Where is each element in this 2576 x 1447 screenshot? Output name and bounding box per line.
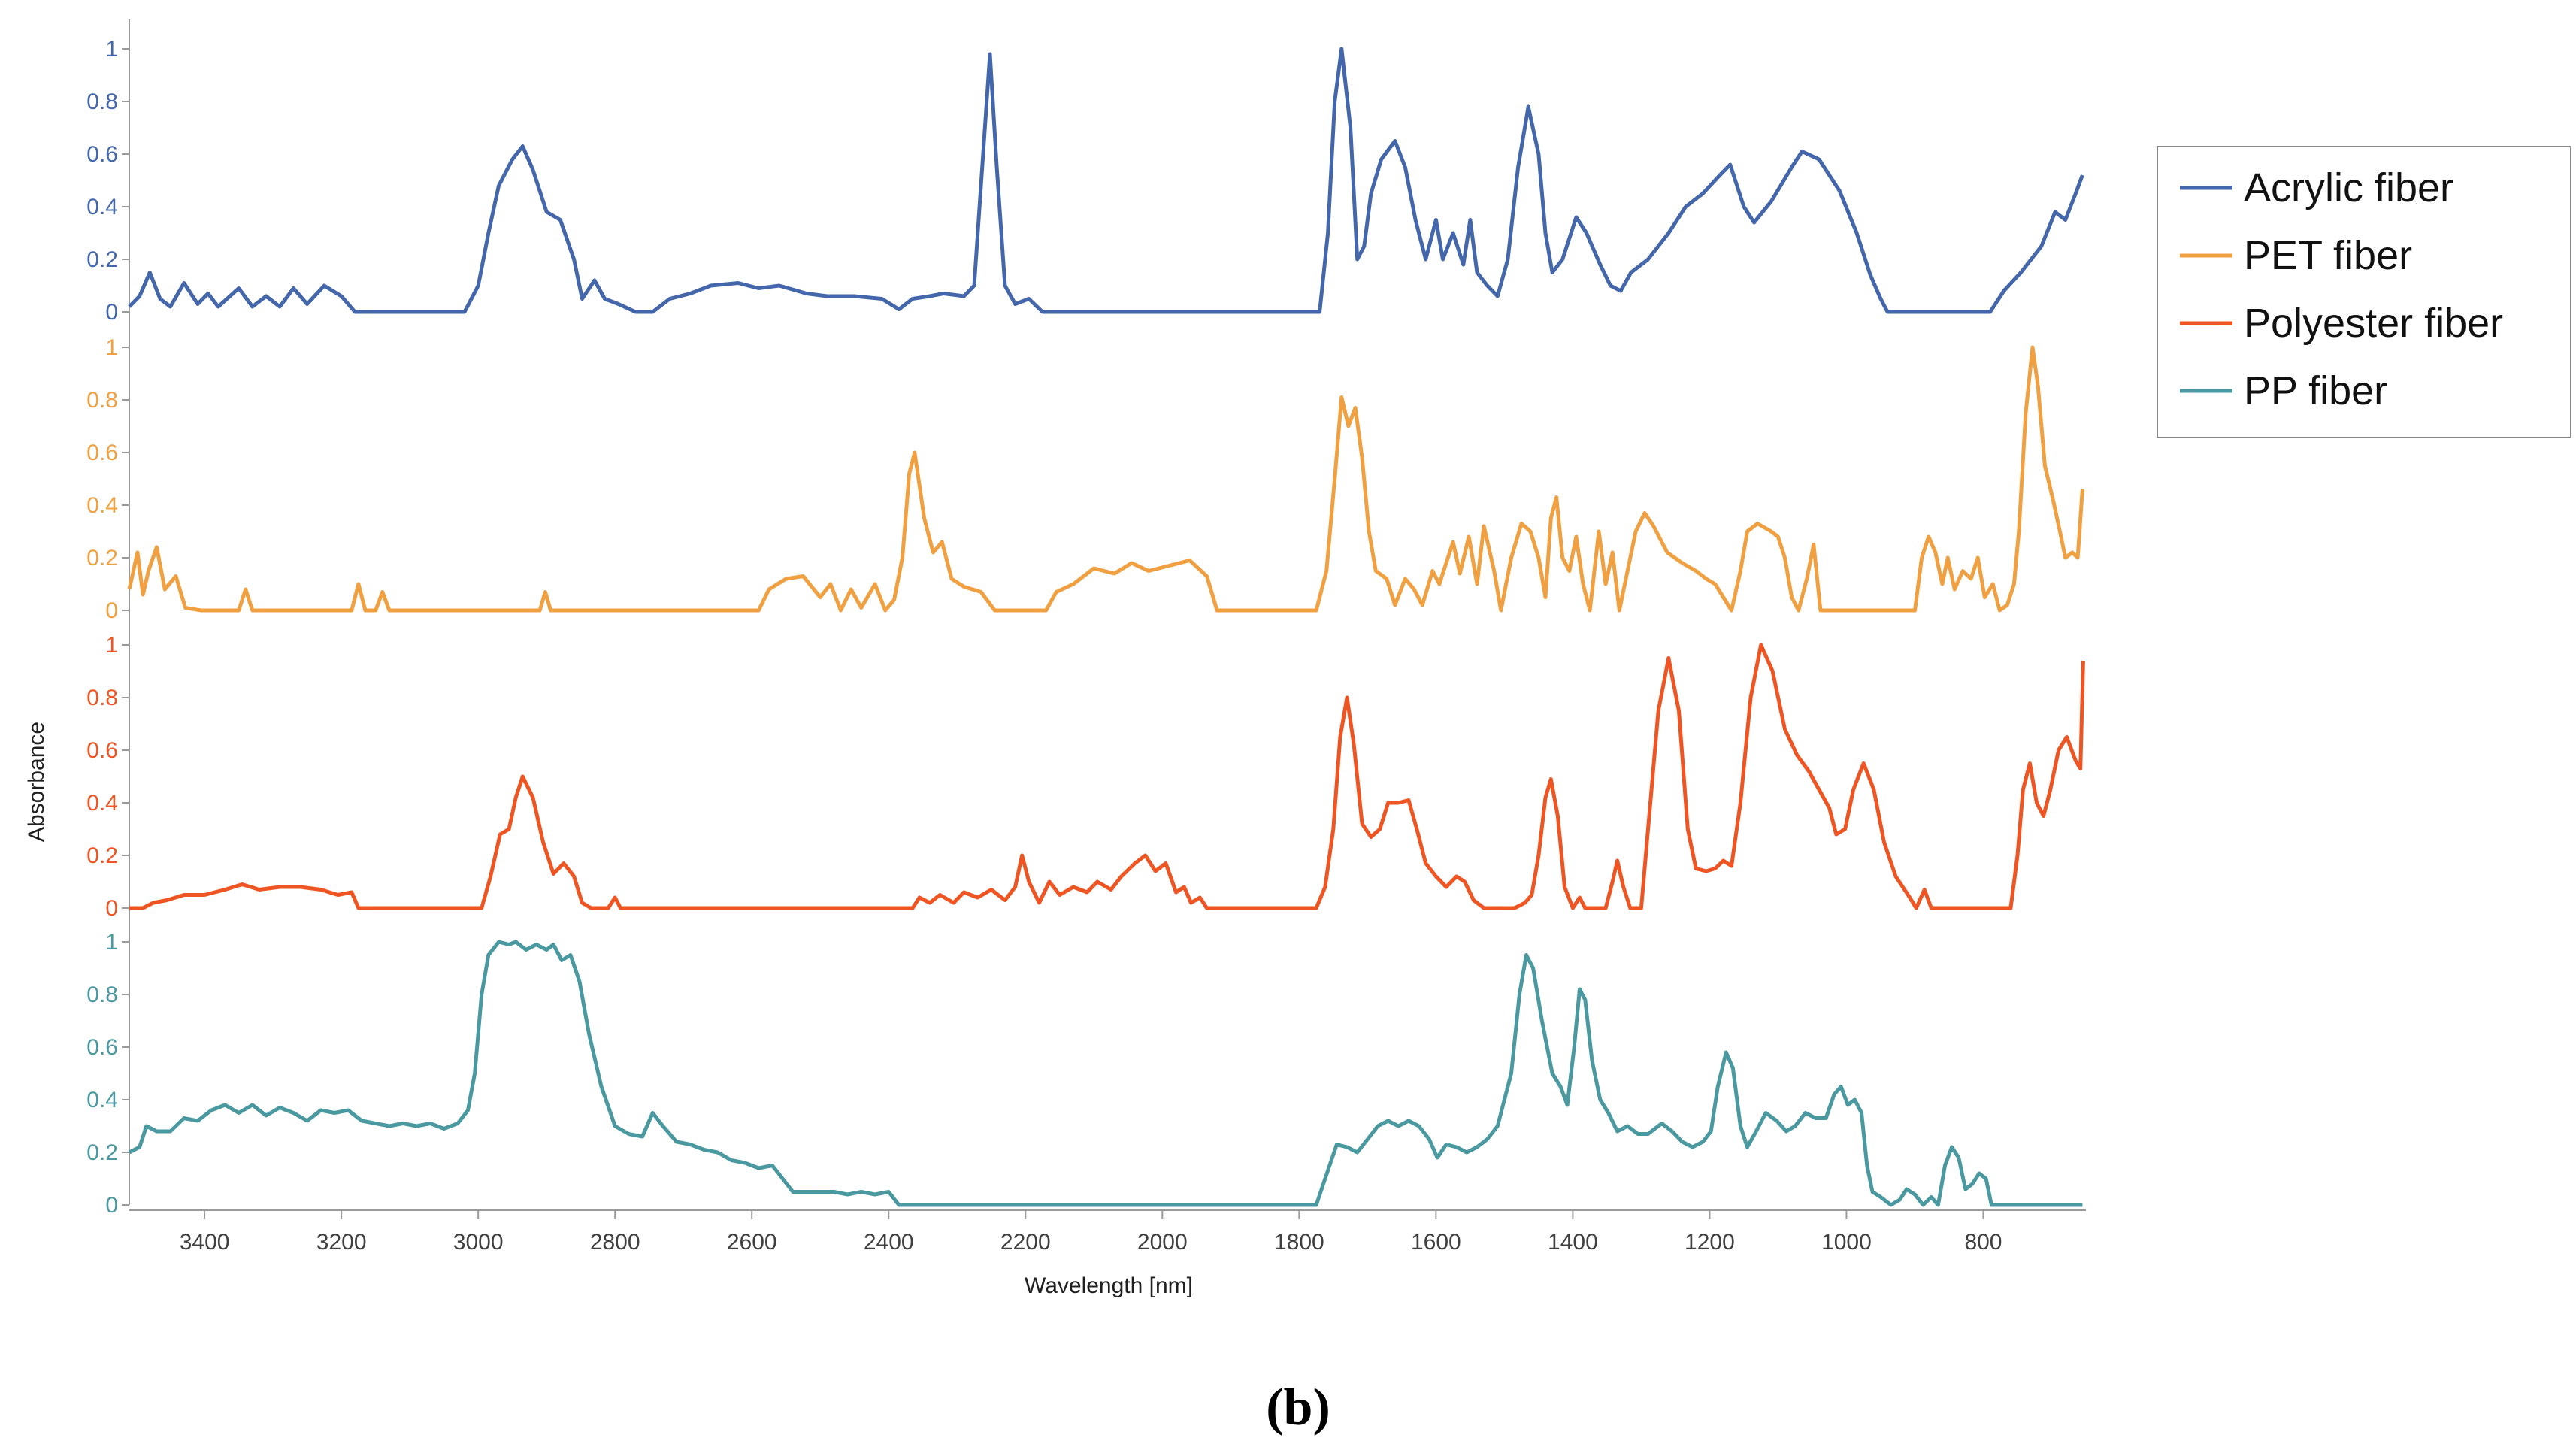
chart-panels: 0 0.2 0.4 0.6 0.8 1 0 0.2 0.4 0.6 0.8 1 0 0.2 0.4 0.6 0.… xyxy=(86,19,2085,1218)
x-tick-label: 3000 xyxy=(453,1230,504,1255)
y-tick-label: 0.2 xyxy=(86,546,118,571)
y-tick-label: 0 xyxy=(105,598,118,623)
y-tick-label: 0.6 xyxy=(86,440,118,465)
panel-3: 0 0.2 0.4 0.6 0.8 1 xyxy=(86,615,2085,938)
x-axis-label: Wavelength [nm] xyxy=(1025,1273,1193,1298)
x-tick-label: 1600 xyxy=(1411,1230,1461,1255)
y-tick-label: 0.8 xyxy=(86,388,118,413)
panel-2: 0 0.2 0.4 0.6 0.8 1 xyxy=(86,317,2084,640)
x-tick-label: 2800 xyxy=(590,1230,640,1255)
x-tick-label: 800 xyxy=(1964,1230,2002,1255)
figure-caption: (b) xyxy=(1266,1379,1330,1436)
series-line-acrylic-fiber xyxy=(128,47,2084,314)
x-tick-label: 2000 xyxy=(1137,1230,1188,1255)
y-tick-label: 0.4 xyxy=(86,791,118,816)
panel-1: 0 0.2 0.4 0.6 0.8 1 xyxy=(86,19,2084,342)
y-tick-label: 0.4 xyxy=(86,493,118,518)
legend-label: Polyester fiber xyxy=(2244,301,2503,346)
x-tick-label: 2600 xyxy=(727,1230,777,1255)
y-tick-label: 1 xyxy=(105,37,118,62)
y-tick-label: 0.8 xyxy=(86,89,118,114)
legend-label: PET fiber xyxy=(2244,233,2412,278)
series-line-pp-fiber xyxy=(128,940,2083,1207)
x-tick-label: 1200 xyxy=(1685,1230,1735,1255)
series-line-pet-fiber xyxy=(127,345,2084,613)
y-axis-label: Absorbance xyxy=(24,722,49,842)
y-tick-label: 0.4 xyxy=(86,195,118,219)
y-tick-label: 0 xyxy=(105,300,118,325)
x-tick-label: 3400 xyxy=(180,1230,230,1255)
x-tick-label: 2200 xyxy=(1000,1230,1051,1255)
y-tick-label: 0.6 xyxy=(86,142,118,167)
y-tick-label: 0.2 xyxy=(86,247,118,272)
y-tick-label: 1 xyxy=(105,335,118,360)
y-tick-label: 0.4 xyxy=(86,1088,118,1112)
y-tick-label: 0.6 xyxy=(86,1035,118,1060)
legend-label: PP fiber xyxy=(2244,368,2387,413)
y-tick-label: 0 xyxy=(105,896,118,921)
y-tick-label: 0.2 xyxy=(86,1140,118,1165)
y-tick-label: 0.6 xyxy=(86,738,118,763)
x-tick-label: 1400 xyxy=(1548,1230,1598,1255)
y-tick-label: 1 xyxy=(105,633,118,658)
series-line-polyester-fiber xyxy=(129,643,2085,910)
y-tick-label: 0.8 xyxy=(86,982,118,1007)
panel-4: 0 0.2 0.4 0.6 0.8 1 xyxy=(86,912,2083,1218)
x-tick-label: 1000 xyxy=(1821,1230,1872,1255)
legend: Acrylic fiber PET fiber Polyester fiber PP … xyxy=(2157,146,2571,438)
x-tick-label: 3200 xyxy=(316,1230,367,1255)
y-tick-label: 0 xyxy=(105,1193,118,1218)
y-tick-label: 1 xyxy=(105,930,118,955)
legend-label: Acrylic fiber xyxy=(2244,165,2453,210)
x-tick-label: 1800 xyxy=(1274,1230,1324,1255)
x-tick-label: 2400 xyxy=(864,1230,914,1255)
y-tick-label: 0.8 xyxy=(86,686,118,710)
x-axis: 3400 3200 3000 2800 2600 2400 2200 2000 1800 1600… xyxy=(129,1209,2086,1255)
y-tick-label: 0.2 xyxy=(86,843,118,868)
